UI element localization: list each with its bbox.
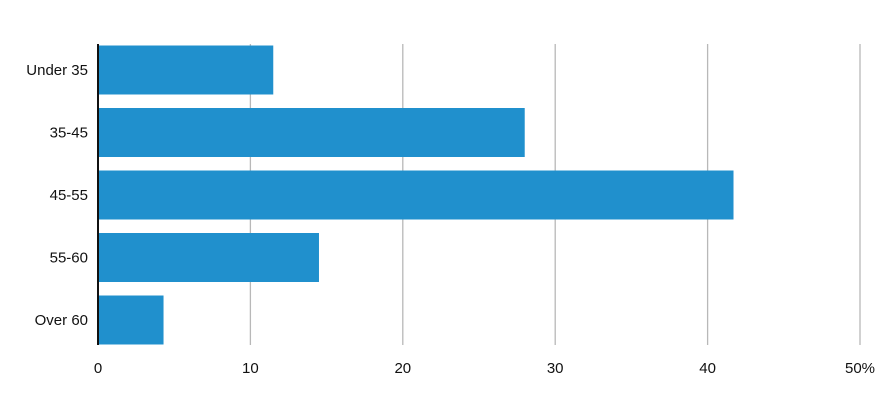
bar-55-60 <box>99 233 319 282</box>
x-tick-label: 20 <box>394 360 411 377</box>
category-label: 55-60 <box>50 250 88 267</box>
bars <box>99 45 734 345</box>
category-label: Under 35 <box>26 62 88 79</box>
bar-35-45 <box>99 108 525 157</box>
x-tick-label: 10 <box>242 360 259 377</box>
x-tick-label: 40 <box>699 360 716 377</box>
category-label: 35-45 <box>50 125 88 142</box>
labels: Under 35 35-45 45-55 55-60 Over 60 0 10 20 30 40 5… <box>26 62 875 377</box>
bar-45-55 <box>99 170 734 220</box>
x-tick-label: 50% <box>845 360 875 377</box>
category-label: Over 60 <box>35 312 88 329</box>
bar-over-60 <box>99 295 164 345</box>
bar-under-35 <box>99 45 274 95</box>
x-tick-label: 30 <box>547 360 564 377</box>
x-tick-label: 0 <box>94 360 102 377</box>
category-label: 45-55 <box>50 187 88 204</box>
